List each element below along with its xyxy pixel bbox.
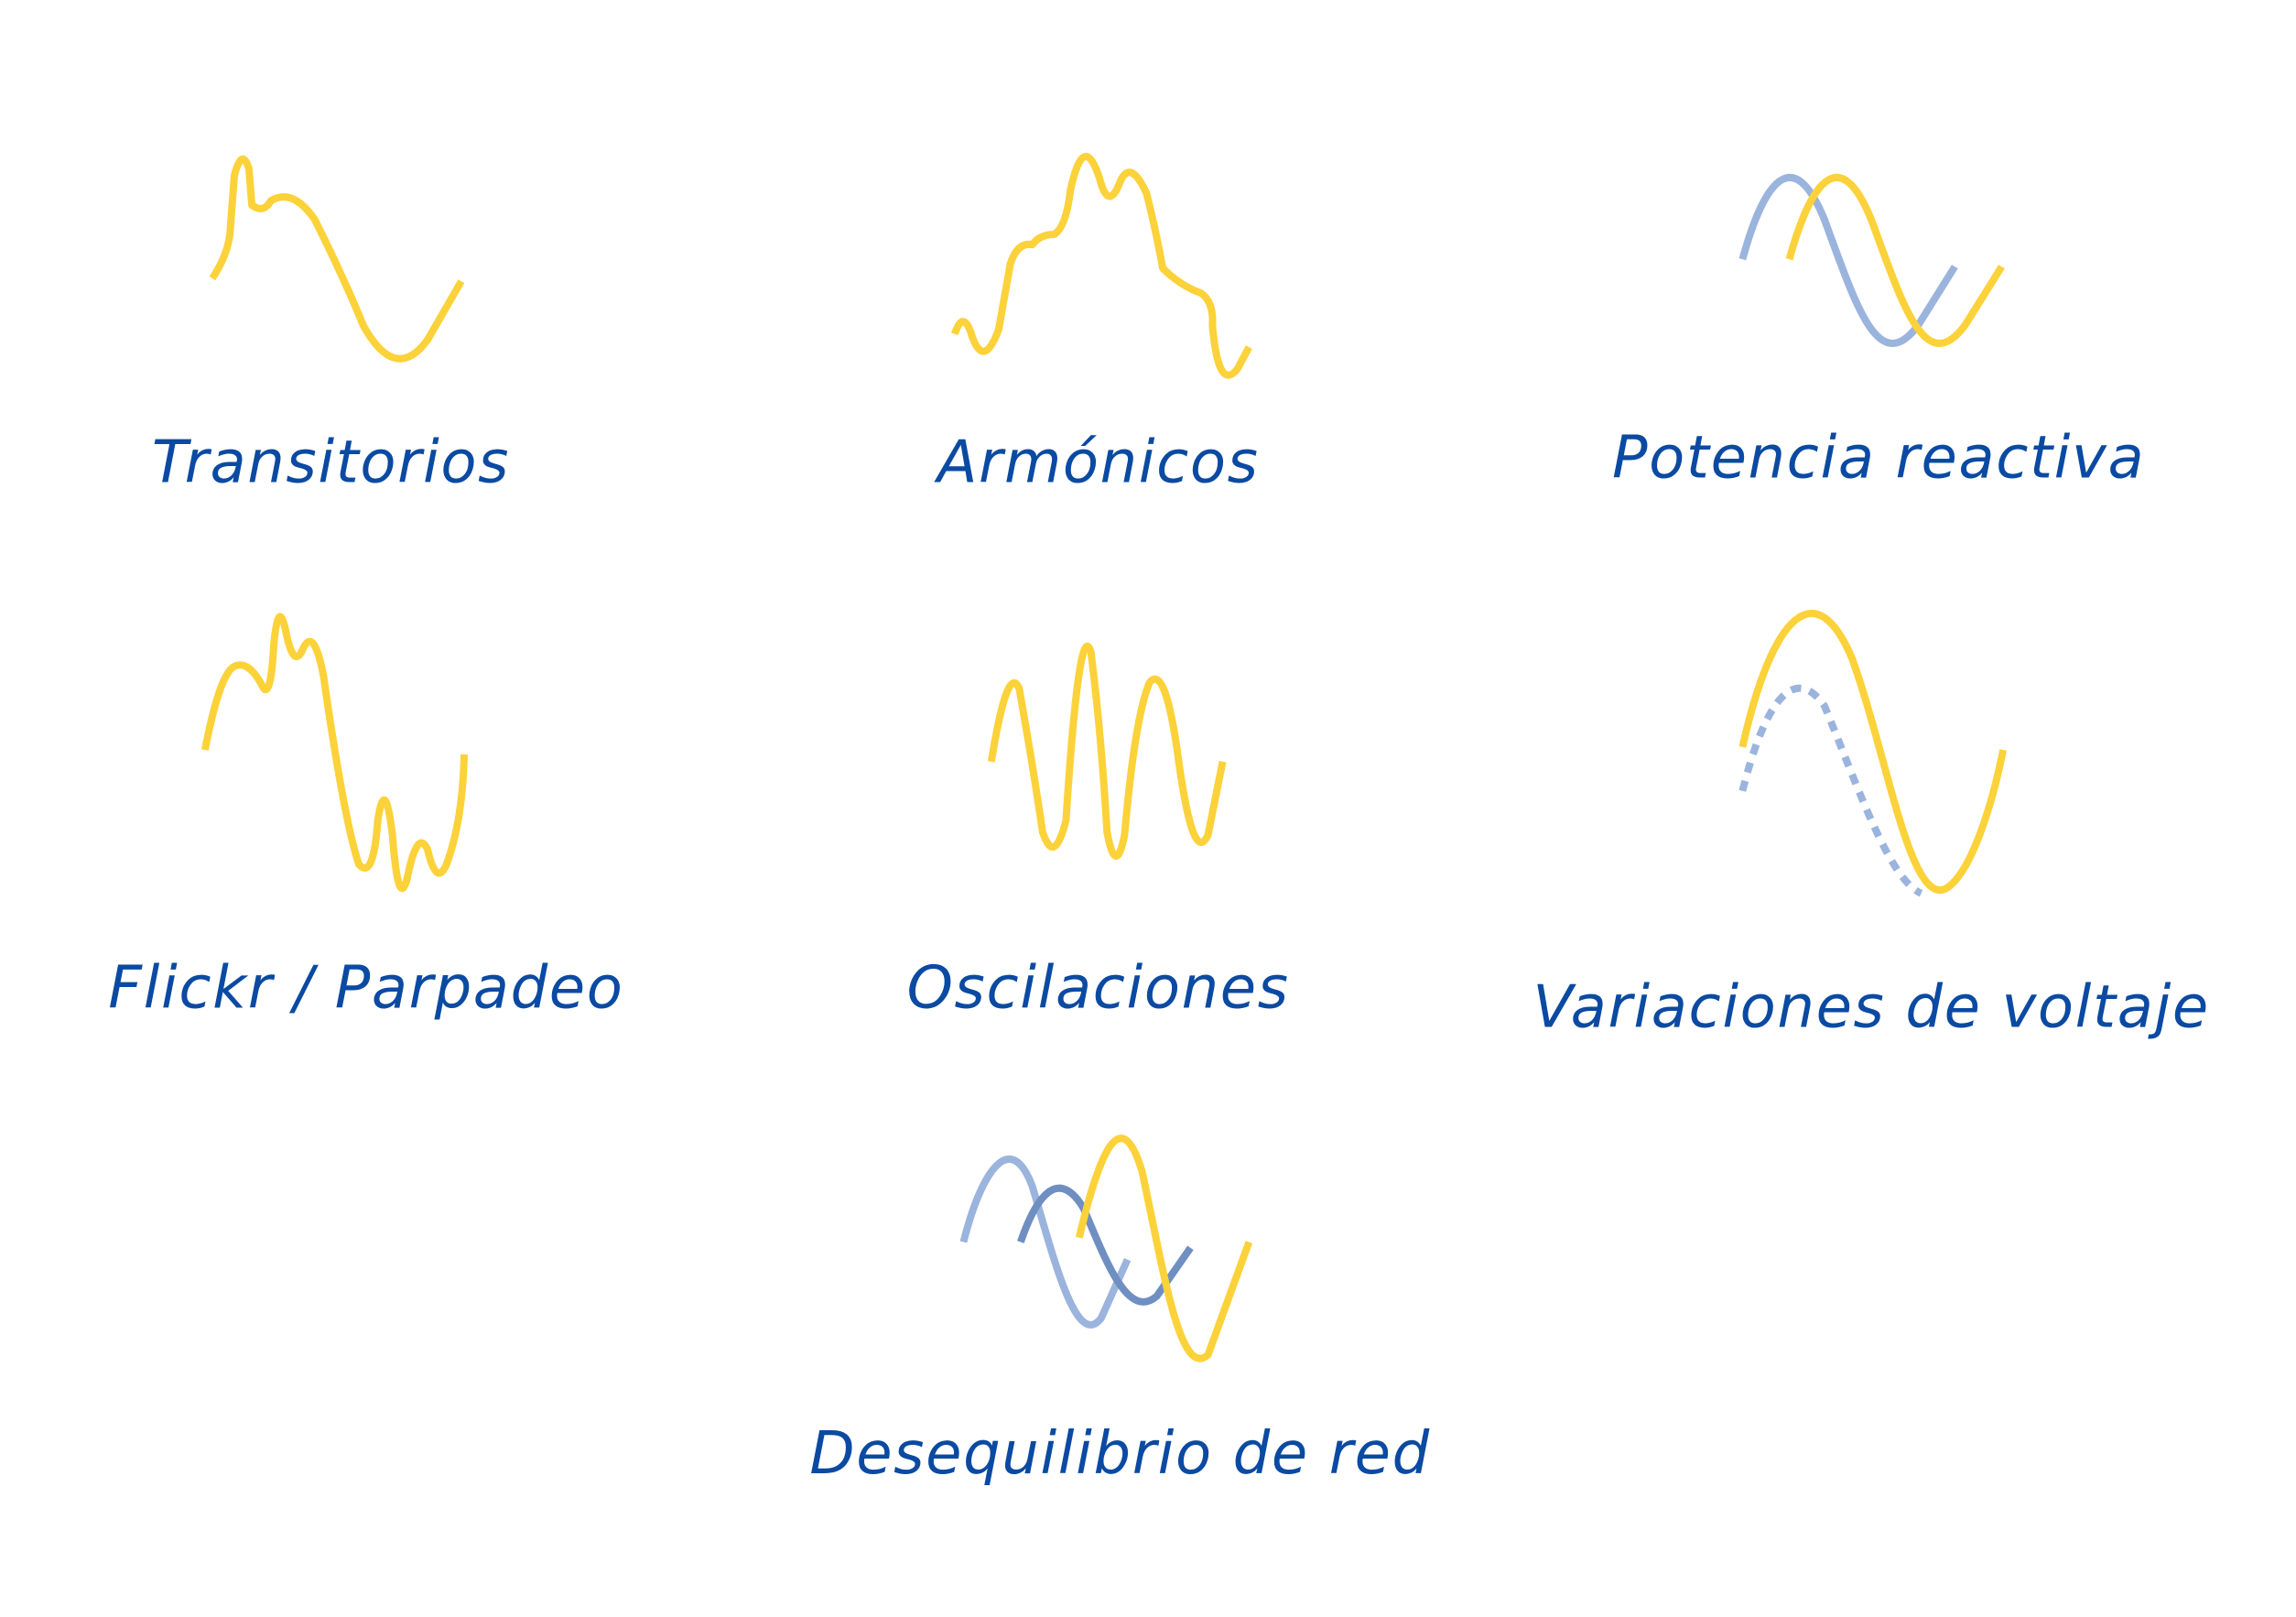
label: Variaciones de voltaje (1532, 973, 2209, 1041)
wave (987, 642, 1227, 860)
label: Desequilibrio de red (809, 1420, 1430, 1488)
label: Armónicos (934, 429, 1260, 496)
label: Potencia reactiva (1612, 424, 2145, 492)
wave (951, 153, 1252, 379)
wave (1738, 173, 1958, 347)
label: Transitorios (152, 429, 510, 496)
wave (959, 1155, 1132, 1329)
wave (1075, 1134, 1253, 1362)
wave (201, 613, 469, 893)
wave (1738, 684, 1923, 897)
wave (209, 155, 465, 363)
label: Oscilaciones (907, 955, 1290, 1023)
wave (1738, 610, 2008, 894)
label: Flickr / Parpadeo (108, 955, 623, 1023)
wave (1785, 173, 2005, 347)
